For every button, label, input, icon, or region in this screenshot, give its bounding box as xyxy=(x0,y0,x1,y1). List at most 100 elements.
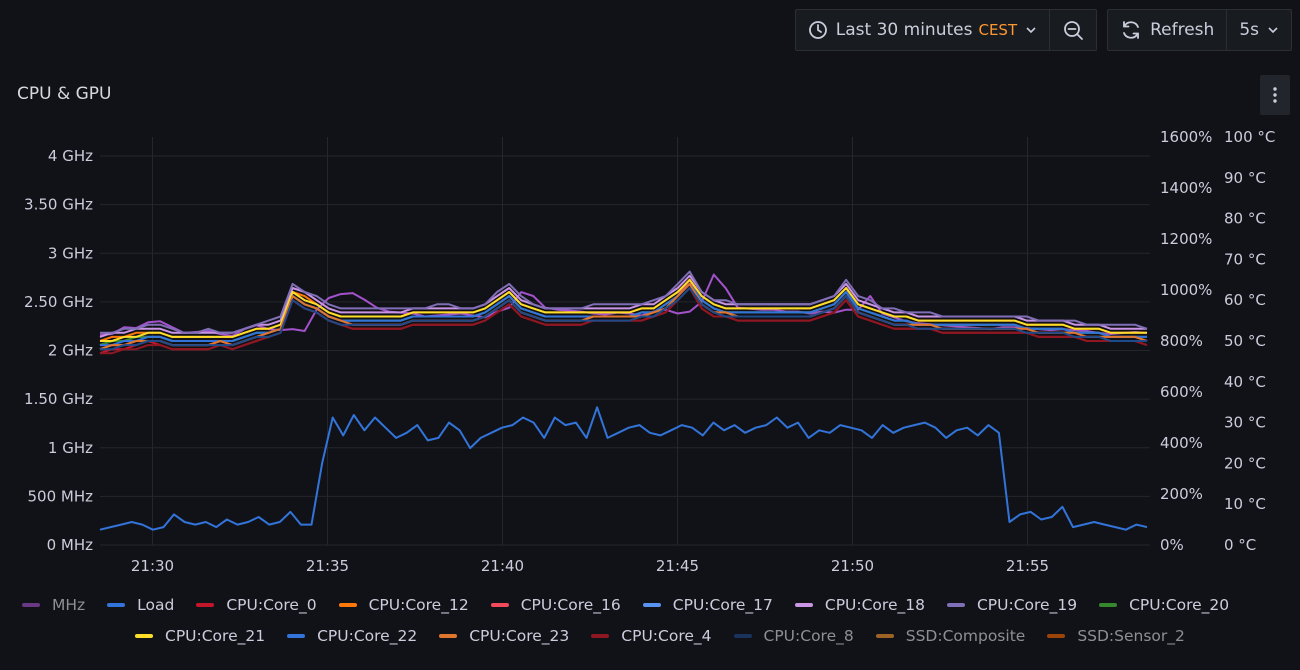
chevron-down-icon xyxy=(1268,27,1278,34)
legend-label: SSD:Composite xyxy=(905,626,1026,645)
x-tick: 21:50 xyxy=(831,557,874,575)
y-tick-mhz: 0 MHz xyxy=(47,536,94,554)
x-tick: 21:45 xyxy=(656,557,699,575)
legend-swatch xyxy=(794,602,813,607)
legend-item-ssd-composite[interactable]: SSD:Composite xyxy=(875,626,1026,645)
legend-label: CPU:Core_21 xyxy=(165,626,266,645)
refresh-button[interactable]: Refresh xyxy=(1108,10,1226,50)
refresh-label: Refresh xyxy=(1150,20,1215,40)
legend-item-mhz[interactable]: MHz xyxy=(22,596,85,614)
x-tick: 21:35 xyxy=(306,557,349,575)
series-line-cpu-core-16[interactable] xyxy=(99,278,1148,351)
time-range-picker[interactable]: Last 30 minutes CEST xyxy=(796,10,1049,50)
refresh-icon xyxy=(1123,21,1140,39)
kebab-menu-icon xyxy=(1273,87,1277,103)
y-tick-temp: 40 °C xyxy=(1224,373,1266,391)
legend-label: CPU:Core_16 xyxy=(520,595,621,614)
legend-item-cpu-core-4[interactable]: CPU:Core_4 xyxy=(591,626,712,645)
legend-label: CPU:Core_17 xyxy=(672,595,773,614)
y-tick-load: 800% xyxy=(1160,332,1203,350)
y-tick-mhz: 500 MHz xyxy=(28,487,94,505)
legend-item-cpu-core-22[interactable]: CPU:Core_22 xyxy=(287,627,417,645)
legend-item-cpu-core-12[interactable]: CPU:Core_12 xyxy=(338,595,469,614)
legend-swatch xyxy=(946,602,965,607)
legend-label: CPU:Core_8 xyxy=(763,626,854,645)
y-axis-temp: 0 °C 10 °C 20 °C 30 °C 40 °C 50 °C 60 °C 70 °C 8… xyxy=(1224,128,1275,554)
y-tick-temp: 30 °C xyxy=(1224,414,1266,432)
series-line-cpu-core-19[interactable] xyxy=(100,270,1148,334)
refresh-group: Refresh 5s xyxy=(1107,9,1292,51)
cpu-gpu-chart[interactable]: 0 MHz 500 MHz 1 GHz 1.50 GHz 2 GHz 2.50 GHz 3 … xyxy=(0,0,1300,590)
legend-item-cpu-core-17[interactable]: CPU:Core_17 xyxy=(642,595,773,614)
legend-label: CPU:Core_19 xyxy=(976,595,1078,614)
legend-label: CPU:Core_18 xyxy=(824,595,925,614)
legend-swatch xyxy=(1099,602,1118,607)
legend-item-cpu-core-8[interactable]: CPU:Core_8 xyxy=(733,626,854,645)
y-tick-load: 1200% xyxy=(1160,230,1212,248)
y-tick-mhz: 1.50 GHz xyxy=(24,390,93,408)
y-tick-load: 1600% xyxy=(1160,128,1212,146)
legend-label: CPU:Core_20 xyxy=(1129,595,1230,614)
y-tick-load: 400% xyxy=(1160,434,1203,452)
legend-swatch xyxy=(1047,633,1066,638)
legend-label: Load xyxy=(137,595,175,614)
x-tick: 21:30 xyxy=(131,557,174,575)
legend-swatch xyxy=(875,633,894,638)
y-tick-load: 600% xyxy=(1160,383,1203,401)
legend-item-cpu-core-19[interactable]: CPU:Core_19 xyxy=(946,595,1078,614)
legend-item-cpu-core-0[interactable]: CPU:Core_0 xyxy=(196,595,317,614)
series-line-cpu-core-8[interactable] xyxy=(100,287,1147,351)
chevron-down-icon xyxy=(1026,27,1036,34)
timezone-label: CEST xyxy=(978,21,1018,39)
legend-item-cpu-core-16[interactable]: CPU:Core_16 xyxy=(490,595,621,614)
legend-swatch xyxy=(107,602,126,607)
y-tick-load: 1400% xyxy=(1160,179,1212,197)
chart-series xyxy=(99,270,1148,531)
legend-item-ssd-sensor-2[interactable]: SSD:Sensor_2 xyxy=(1047,627,1185,645)
y-tick-mhz: 2.50 GHz xyxy=(24,293,93,311)
y-tick-mhz: 2 GHz xyxy=(48,342,93,360)
legend-label: CPU:Core_23 xyxy=(469,626,570,645)
y-tick-load: 200% xyxy=(1160,485,1203,503)
y-tick-load: 0% xyxy=(1160,536,1184,554)
y-tick-temp: 20 °C xyxy=(1224,454,1266,472)
series-line-load[interactable] xyxy=(99,406,1148,531)
panel-title: CPU & GPU xyxy=(17,84,112,104)
legend-item-cpu-core-20[interactable]: CPU:Core_20 xyxy=(1099,596,1229,614)
series-line-cpu-core-18[interactable] xyxy=(99,274,1147,338)
time-picker-group: Last 30 minutes CEST xyxy=(794,9,1098,51)
x-tick: 21:55 xyxy=(1006,557,1049,575)
zoom-out-icon xyxy=(1064,21,1084,40)
legend-item-cpu-core-21[interactable]: CPU:Core_21 xyxy=(135,627,265,645)
legend-label: CPU:Core_12 xyxy=(368,595,469,614)
legend-item-cpu-core-23[interactable]: CPU:Core_23 xyxy=(439,627,569,645)
y-tick-temp: 10 °C xyxy=(1224,495,1266,513)
y-tick-mhz: 4 GHz xyxy=(48,147,93,165)
panel-menu-button[interactable] xyxy=(1260,75,1290,115)
series-line-cpu-core-21[interactable] xyxy=(100,278,1147,342)
legend-item-cpu-core-18[interactable]: CPU:Core_18 xyxy=(794,595,925,614)
y-axis-mhz: 0 MHz 500 MHz 1 GHz 1.50 GHz 2 GHz 2.50 GHz 3 … xyxy=(24,147,93,554)
x-axis: 21:30 21:35 21:40 21:45 21:50 21:55 xyxy=(131,557,1049,575)
y-tick-temp: 50 °C xyxy=(1224,332,1266,350)
legend-label: CPU:Core_22 xyxy=(317,626,418,645)
refresh-interval-label: 5s xyxy=(1239,20,1259,40)
y-tick-temp: 60 °C xyxy=(1224,291,1266,309)
y-tick-mhz: 1 GHz xyxy=(48,439,93,457)
legend-item-load[interactable]: Load xyxy=(107,596,174,614)
zoom-out-button[interactable] xyxy=(1049,10,1096,50)
y-tick-temp: 100 °C xyxy=(1224,128,1275,146)
y-tick-load: 1000% xyxy=(1160,281,1212,299)
refresh-interval-picker[interactable]: 5s xyxy=(1226,10,1291,50)
toolbar: Last 30 minutes CEST Refresh 5s xyxy=(794,9,1292,51)
legend-swatch xyxy=(196,602,215,607)
legend-swatch xyxy=(135,633,153,638)
y-tick-mhz: 3.50 GHz xyxy=(24,196,93,214)
legend-label: CPU:Core_0 xyxy=(226,595,317,614)
legend-label: CPU:Core_4 xyxy=(621,626,712,645)
legend-label: SSD:Sensor_2 xyxy=(1077,626,1185,645)
y-tick-temp: 0 °C xyxy=(1224,536,1256,554)
x-tick: 21:40 xyxy=(481,557,524,575)
legend-swatch xyxy=(287,633,306,638)
legend-swatch xyxy=(22,602,40,607)
